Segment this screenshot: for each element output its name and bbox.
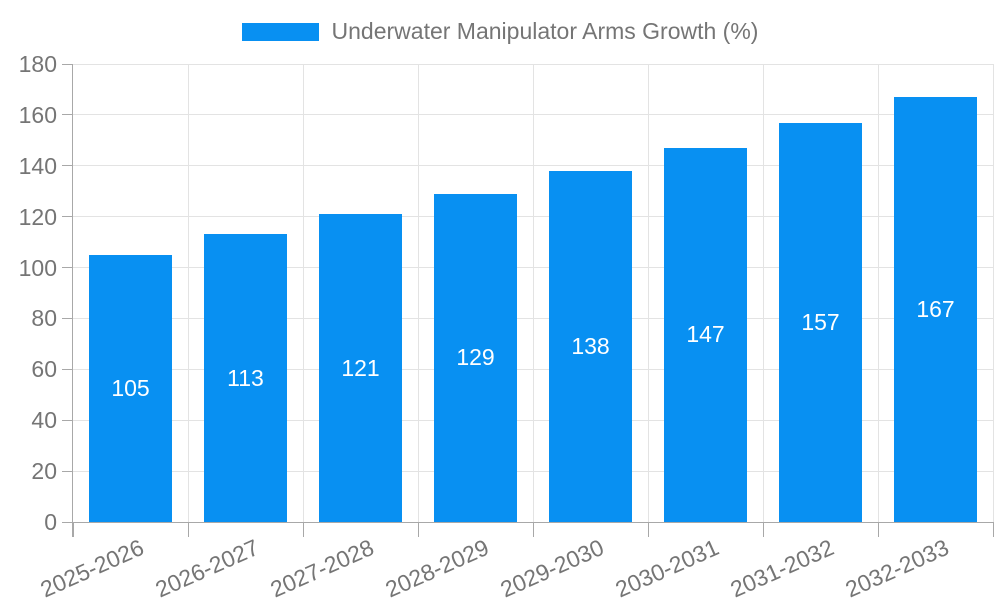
v-gridline	[992, 64, 994, 522]
y-tick-label: 100	[18, 254, 57, 281]
bar-value-label: 138	[571, 332, 610, 359]
y-tick-label: 20	[31, 458, 57, 485]
y-tick-label: 40	[31, 407, 57, 434]
v-gridline	[647, 64, 649, 522]
y-axis-line	[72, 64, 73, 537]
x-axis-tick	[877, 522, 879, 537]
bar: 147	[664, 147, 747, 522]
bar-value-label: 105	[111, 374, 150, 401]
bar: 157	[779, 122, 862, 522]
x-tick-label: 2026-2027	[151, 534, 263, 600]
x-tick-label: 2029-2030	[496, 534, 608, 600]
x-tick-label: 2025-2026	[36, 534, 148, 600]
y-tick-label: 160	[18, 101, 57, 128]
bar-value-label: 121	[341, 354, 380, 381]
y-axis-tick	[62, 470, 73, 472]
v-gridline	[762, 64, 764, 522]
y-tick-label: 80	[31, 305, 57, 332]
bar: 138	[549, 170, 632, 522]
x-axis-tick	[762, 522, 764, 537]
bar-value-label: 113	[227, 364, 264, 391]
v-gridline	[877, 64, 879, 522]
x-axis-line	[62, 521, 993, 523]
x-tick-label: 2028-2029	[381, 534, 493, 600]
bar: 113	[204, 234, 287, 522]
y-axis-tick	[62, 165, 73, 167]
x-tick-label: 2027-2028	[266, 534, 378, 600]
y-tick-label: 120	[18, 203, 57, 230]
bar-value-label: 147	[686, 321, 725, 348]
bar: 105	[89, 254, 172, 522]
bar: 167	[894, 97, 977, 522]
y-axis-tick	[62, 317, 73, 319]
bar: 129	[434, 193, 517, 522]
v-gridline	[302, 64, 304, 522]
y-tick-label: 60	[31, 356, 57, 383]
bar-value-label: 129	[456, 344, 495, 371]
bar-value-label: 157	[801, 308, 840, 335]
y-axis-tick	[62, 419, 73, 421]
x-tick-label: 2030-2031	[611, 534, 723, 600]
y-tick-label: 140	[18, 152, 57, 179]
legend-swatch	[241, 22, 319, 41]
legend-item[interactable]: Underwater Manipulator Arms Growth (%)	[0, 18, 1000, 45]
y-axis-tick	[62, 368, 73, 370]
bar: 121	[319, 214, 402, 522]
x-axis-tick	[417, 522, 419, 537]
x-axis-tick	[187, 522, 189, 537]
x-tick-label: 2032-2033	[841, 534, 953, 600]
v-gridline	[532, 64, 534, 522]
v-gridline	[417, 64, 419, 522]
y-axis-tick	[62, 267, 73, 269]
x-tick-label: 2031-2032	[726, 534, 838, 600]
y-tick-label: 180	[18, 51, 57, 77]
x-axis-tick	[992, 522, 994, 537]
legend-label: Underwater Manipulator Arms Growth (%)	[331, 18, 759, 44]
y-axis-tick	[62, 114, 73, 116]
v-gridline	[187, 64, 189, 522]
y-axis-tick	[62, 216, 73, 218]
y-axis-tick	[62, 63, 73, 65]
x-axis-tick	[647, 522, 649, 537]
bar-value-label: 167	[916, 296, 955, 323]
y-tick-label: 0	[44, 509, 57, 535]
x-axis-tick	[532, 522, 534, 537]
x-axis-tick	[302, 522, 304, 537]
x-axis-tick	[72, 522, 74, 537]
